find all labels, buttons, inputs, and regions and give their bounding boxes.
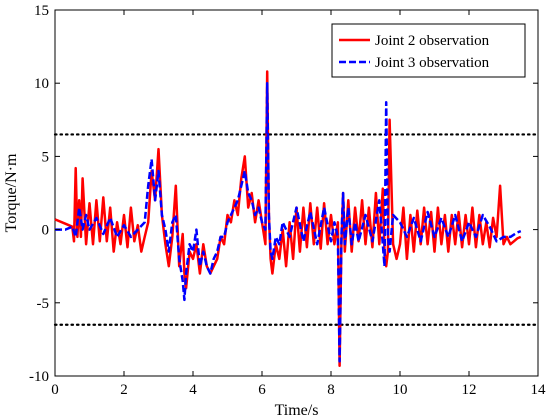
- x-tick-label: 6: [258, 382, 266, 398]
- threshold-lines: [53, 133, 540, 326]
- legend-label-joint3: Joint 3 observation: [375, 55, 490, 71]
- legend-box: [331, 23, 526, 78]
- y-tick-label: -5: [37, 296, 50, 312]
- y-tick-label: 15: [34, 3, 49, 19]
- y-tick-label: 5: [42, 149, 50, 165]
- y-tick-label: 10: [34, 76, 49, 92]
- legend-label-joint2: Joint 2 observation: [375, 33, 490, 49]
- x-tick-label: 14: [531, 382, 547, 398]
- x-tick-label: 12: [462, 382, 477, 398]
- series-layer: [54, 70, 522, 368]
- y-tick-label: 0: [42, 223, 50, 239]
- y-axis-label: Torque/N·m: [3, 153, 20, 232]
- y-tick-label: -10: [29, 369, 49, 385]
- x-axis-label: Time/s: [275, 402, 319, 419]
- x-tick-label: 2: [120, 382, 128, 398]
- x-tick-label: 4: [189, 382, 197, 398]
- legend: Joint 2 observation Joint 3 observation: [331, 23, 526, 78]
- x-tick-label: 0: [51, 382, 59, 398]
- x-tick-label: 10: [393, 382, 408, 398]
- x-tick-label: 8: [327, 382, 335, 398]
- series-line-joint3: [55, 81, 522, 363]
- ticks: 0 2 4 6 8 10 12 14 -10 -5 0 5 10 15: [29, 3, 546, 398]
